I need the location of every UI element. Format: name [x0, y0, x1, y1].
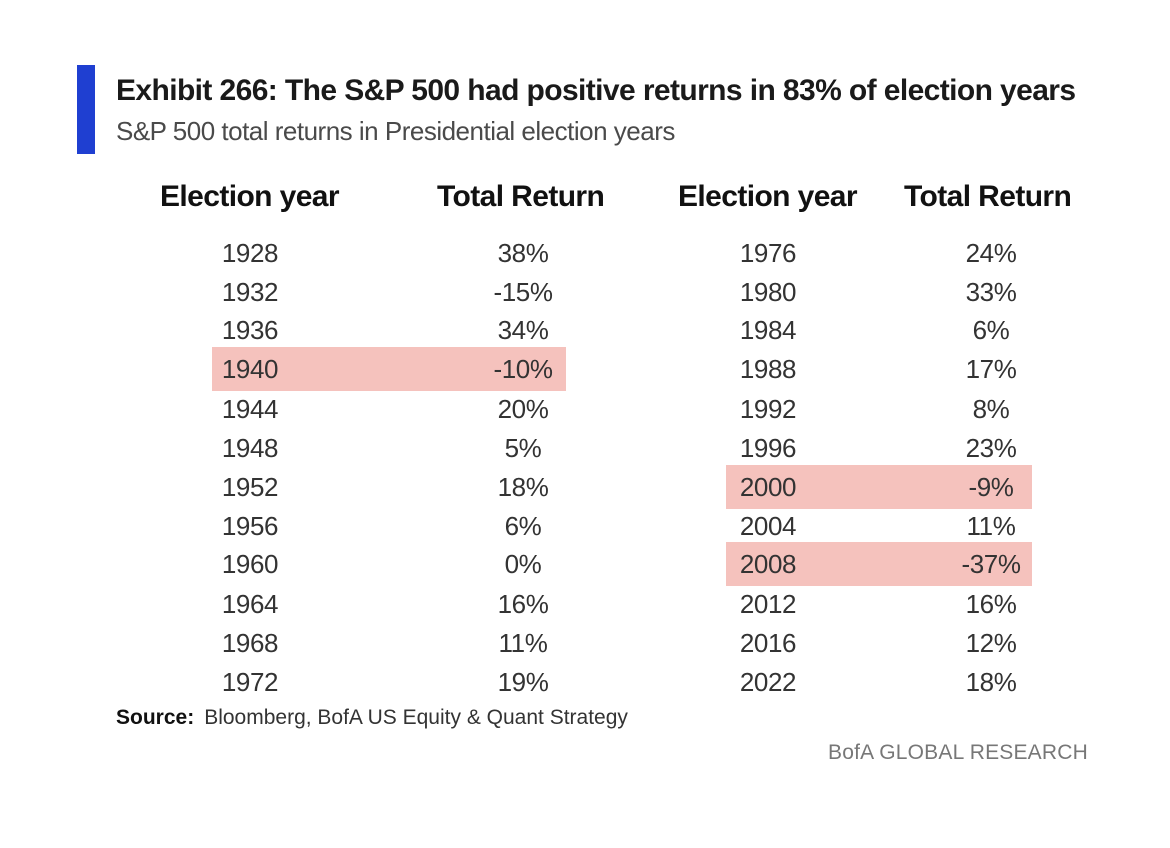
chart-title: Exhibit 266: The S&P 500 had positive re…: [116, 74, 1076, 107]
return-cell-1948: 5%: [504, 433, 542, 463]
return-cell-1932: -15%: [493, 277, 553, 307]
source-label: Source:: [116, 706, 195, 729]
year-cell-1980: 1980: [739, 277, 797, 307]
year-cell-2022: 2022: [739, 667, 797, 697]
year-cell-1976: 1976: [739, 238, 797, 268]
year-cell-1960: 1960: [221, 549, 279, 579]
source-note: Source: Bloomberg, BofA US Equity & Quant…: [116, 706, 628, 730]
year-cell-2000: 2000: [739, 472, 797, 502]
header-election-year-right: Election year: [678, 180, 858, 213]
return-cell-1984: 6%: [972, 315, 1010, 345]
header-election-year-left: Election year: [160, 180, 340, 213]
year-cell-1992: 1992: [739, 394, 797, 424]
source-text: Bloomberg, BofA US Equity & Quant Strate…: [204, 706, 628, 729]
return-cell-1940: -10%: [493, 354, 553, 384]
return-cell-1988: 17%: [965, 354, 1017, 384]
accent-bar: [77, 65, 95, 154]
year-cell-1944: 1944: [221, 394, 279, 424]
year-cell-1968: 1968: [221, 628, 279, 658]
year-cell-1984: 1984: [739, 315, 797, 345]
year-cell-1956: 1956: [221, 511, 279, 541]
return-cell-2004: 11%: [966, 511, 1016, 541]
header-total-return-right: Total Return: [904, 180, 1072, 213]
highlight-row-2000: [726, 465, 1032, 509]
year-cell-2004: 2004: [739, 511, 797, 541]
year-cell-1940: 1940: [221, 354, 279, 384]
year-cell-1928: 1928: [221, 238, 279, 268]
return-cell-1980: 33%: [965, 277, 1017, 307]
highlight-row-2008: [726, 542, 1032, 586]
return-cell-2008: -37%: [961, 549, 1021, 579]
year-cell-1964: 1964: [221, 589, 279, 619]
return-cell-1976: 24%: [965, 238, 1017, 268]
return-cell-1964: 16%: [497, 589, 549, 619]
return-cell-1952: 18%: [497, 472, 549, 502]
year-cell-1972: 1972: [221, 667, 279, 697]
return-cell-2012: 16%: [965, 589, 1017, 619]
year-cell-1952: 1952: [221, 472, 279, 502]
highlight-row-1940: [212, 347, 566, 391]
return-cell-1944: 20%: [497, 394, 549, 424]
year-cell-1932: 1932: [221, 277, 279, 307]
return-cell-1968: 11%: [498, 628, 548, 658]
year-cell-2012: 2012: [739, 589, 797, 619]
brand-label: BofA GLOBAL RESEARCH: [828, 741, 1088, 764]
year-cell-2016: 2016: [739, 628, 797, 658]
year-cell-1936: 1936: [221, 315, 279, 345]
return-cell-2016: 12%: [965, 628, 1017, 658]
return-cell-1936: 34%: [497, 315, 549, 345]
year-cell-1948: 1948: [221, 433, 279, 463]
return-cell-1956: 6%: [504, 511, 542, 541]
year-cell-1996: 1996: [739, 433, 797, 463]
chart-subtitle: S&P 500 total returns in Presidential el…: [116, 116, 675, 146]
return-cell-2022: 18%: [965, 667, 1017, 697]
year-cell-1988: 1988: [739, 354, 797, 384]
return-cell-1992: 8%: [972, 394, 1010, 424]
year-cell-2008: 2008: [739, 549, 797, 579]
return-cell-1928: 38%: [497, 238, 549, 268]
return-cell-2000: -9%: [968, 472, 1014, 502]
return-cell-1960: 0%: [504, 549, 542, 579]
header-total-return-left: Total Return: [437, 180, 605, 213]
return-cell-1996: 23%: [965, 433, 1017, 463]
return-cell-1972: 19%: [497, 667, 549, 697]
